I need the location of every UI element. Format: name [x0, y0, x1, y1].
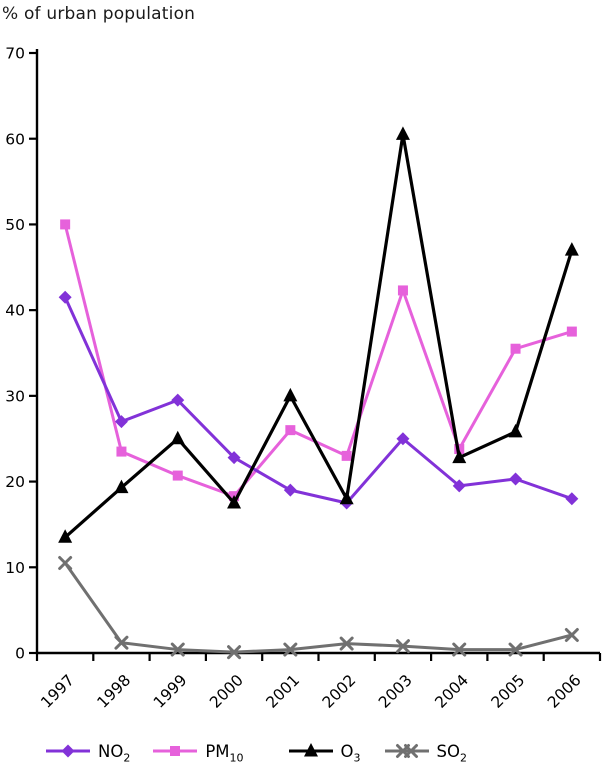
y-tick-label: 60	[5, 130, 25, 148]
legend: NO2 PM10 O3 SO2	[46, 736, 467, 766]
y-tick-label: 0	[15, 645, 25, 663]
line-chart: 0 10 20 30 40 50 60 70 1997 1998 1999 2000 2001 2002 2…	[5, 45, 602, 712]
y-tick-label: 10	[5, 559, 25, 577]
x-tick-label: 2000	[206, 671, 247, 712]
chart-title: % of urban population	[2, 4, 196, 24]
y-tick-label: 70	[5, 45, 25, 63]
x-tick-label: 1997	[37, 671, 78, 712]
legend-item-no2: NO2	[46, 741, 131, 764]
x-tick-label: 1999	[150, 671, 191, 712]
legend-label-o3: O3	[340, 741, 361, 764]
o3-triangle-marker-icon	[288, 743, 333, 757]
series-o3	[58, 126, 579, 543]
x-tick-label: 2005	[488, 671, 529, 712]
pm10-square-marker-icon	[153, 746, 198, 756]
x-tick-label: 2001	[263, 671, 304, 712]
y-tick-label: 20	[5, 473, 25, 491]
series-pm10	[60, 219, 577, 502]
legend-label-no2: NO2	[98, 741, 131, 764]
no2-diamond-marker-icon	[46, 744, 90, 758]
x-tick-label: 2004	[431, 671, 472, 712]
legend-item-so2: SO2	[384, 741, 467, 764]
legend-item-pm10: PM10	[153, 741, 244, 764]
x-tick-label: 1998	[94, 671, 135, 712]
x-tick-label: 2006	[544, 671, 585, 712]
x-tick-label: 2002	[319, 671, 360, 712]
series-no2	[58, 290, 579, 510]
so2-x-marker-icon	[384, 744, 429, 758]
y-tick-label: 30	[5, 387, 25, 405]
legend-label-so2: SO2	[436, 741, 467, 764]
legend-label-pm10: PM10	[205, 741, 244, 764]
y-tick-label: 50	[5, 216, 25, 234]
legend-item-o3: O3	[288, 741, 361, 764]
y-tick-label: 40	[5, 302, 25, 320]
x-tick-label: 2003	[375, 671, 416, 712]
series-so2	[58, 556, 579, 660]
